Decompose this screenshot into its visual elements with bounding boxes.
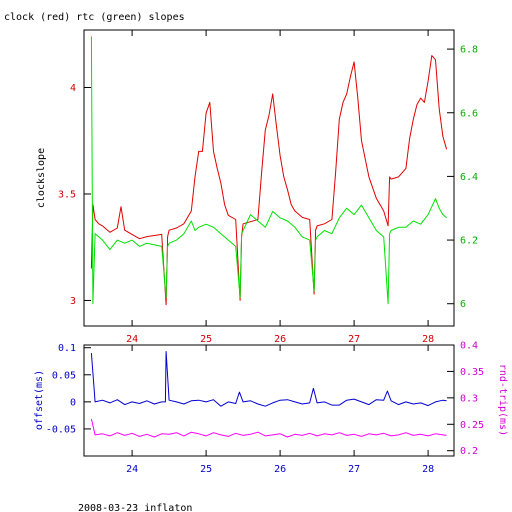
footer-caption: 2008-03-23 inflaton — [78, 503, 192, 512]
bottom-y2-tick-label: 0.35 — [460, 367, 484, 378]
bottom-y2-tick-label: 0.2 — [460, 446, 478, 457]
top-series-0-line — [90, 55, 448, 306]
top-y-tick-label: 3 — [70, 296, 76, 307]
bottom-y-tick-label: 0 — [70, 397, 76, 408]
top-plot-frame — [83, 29, 455, 327]
top-y2-tick-label: 6.4 — [460, 172, 478, 183]
top-x-tick-label: 25 — [200, 334, 212, 345]
bottom-series-0-line — [90, 351, 447, 407]
bottom-y-tick-label: 0.1 — [58, 343, 76, 354]
top-y2-tick-label: 6 — [460, 299, 466, 310]
bottom-y2-axis-label: rnd-trip(ms) — [497, 364, 508, 436]
top-y2-tick-label: 6.2 — [460, 236, 478, 247]
top-y-tick-label: 4 — [70, 83, 76, 94]
bottom-x-tick-label: 24 — [126, 464, 138, 475]
bottom-y2-tick-label: 0.4 — [460, 341, 478, 352]
top-y2-tick-label: 6.8 — [460, 45, 478, 56]
bottom-x-tick-label: 27 — [348, 464, 360, 475]
bottom-plot-frame — [83, 344, 455, 457]
top-y-axis-label: clockslope — [36, 148, 47, 208]
bottom-x-tick-label: 25 — [200, 464, 212, 475]
chart-title: clock (red) rtc (green) slopes — [4, 12, 185, 23]
top-x-tick-label: 28 — [422, 334, 434, 345]
top-y2-tick-label: 6.6 — [460, 108, 478, 119]
top-x-tick-label: 27 — [348, 334, 360, 345]
top-axis-ticks: 24 25 26 27 28 3 3.5 4 6 6.2 6.4 6.6 6.8 — [58, 30, 478, 345]
bottom-series-group — [90, 351, 447, 438]
top-x-tick-label: 26 — [274, 334, 286, 345]
top-series-group — [90, 36, 448, 306]
top-series-1-line — [90, 36, 447, 305]
bottom-axis-ticks: 24 25 26 27 28 0.1 0.05 0 -0.05 0.4 0.35 0.3 0.25 0.2 — [46, 341, 484, 476]
bottom-y2-tick-label: 0.3 — [460, 393, 478, 404]
top-x-tick-label: 24 — [126, 334, 138, 345]
bottom-x-tick-label: 26 — [274, 464, 286, 475]
bottom-y-axis-label: offset(ms) — [34, 370, 45, 430]
bottom-y-tick-label: -0.05 — [46, 424, 76, 435]
bottom-x-tick-label: 28 — [422, 464, 434, 475]
bottom-y-tick-label: 0.05 — [52, 370, 76, 381]
bottom-series-1-line — [90, 418, 447, 438]
bottom-y2-tick-label: 0.25 — [460, 420, 484, 431]
top-y-tick-label: 3.5 — [58, 189, 76, 200]
